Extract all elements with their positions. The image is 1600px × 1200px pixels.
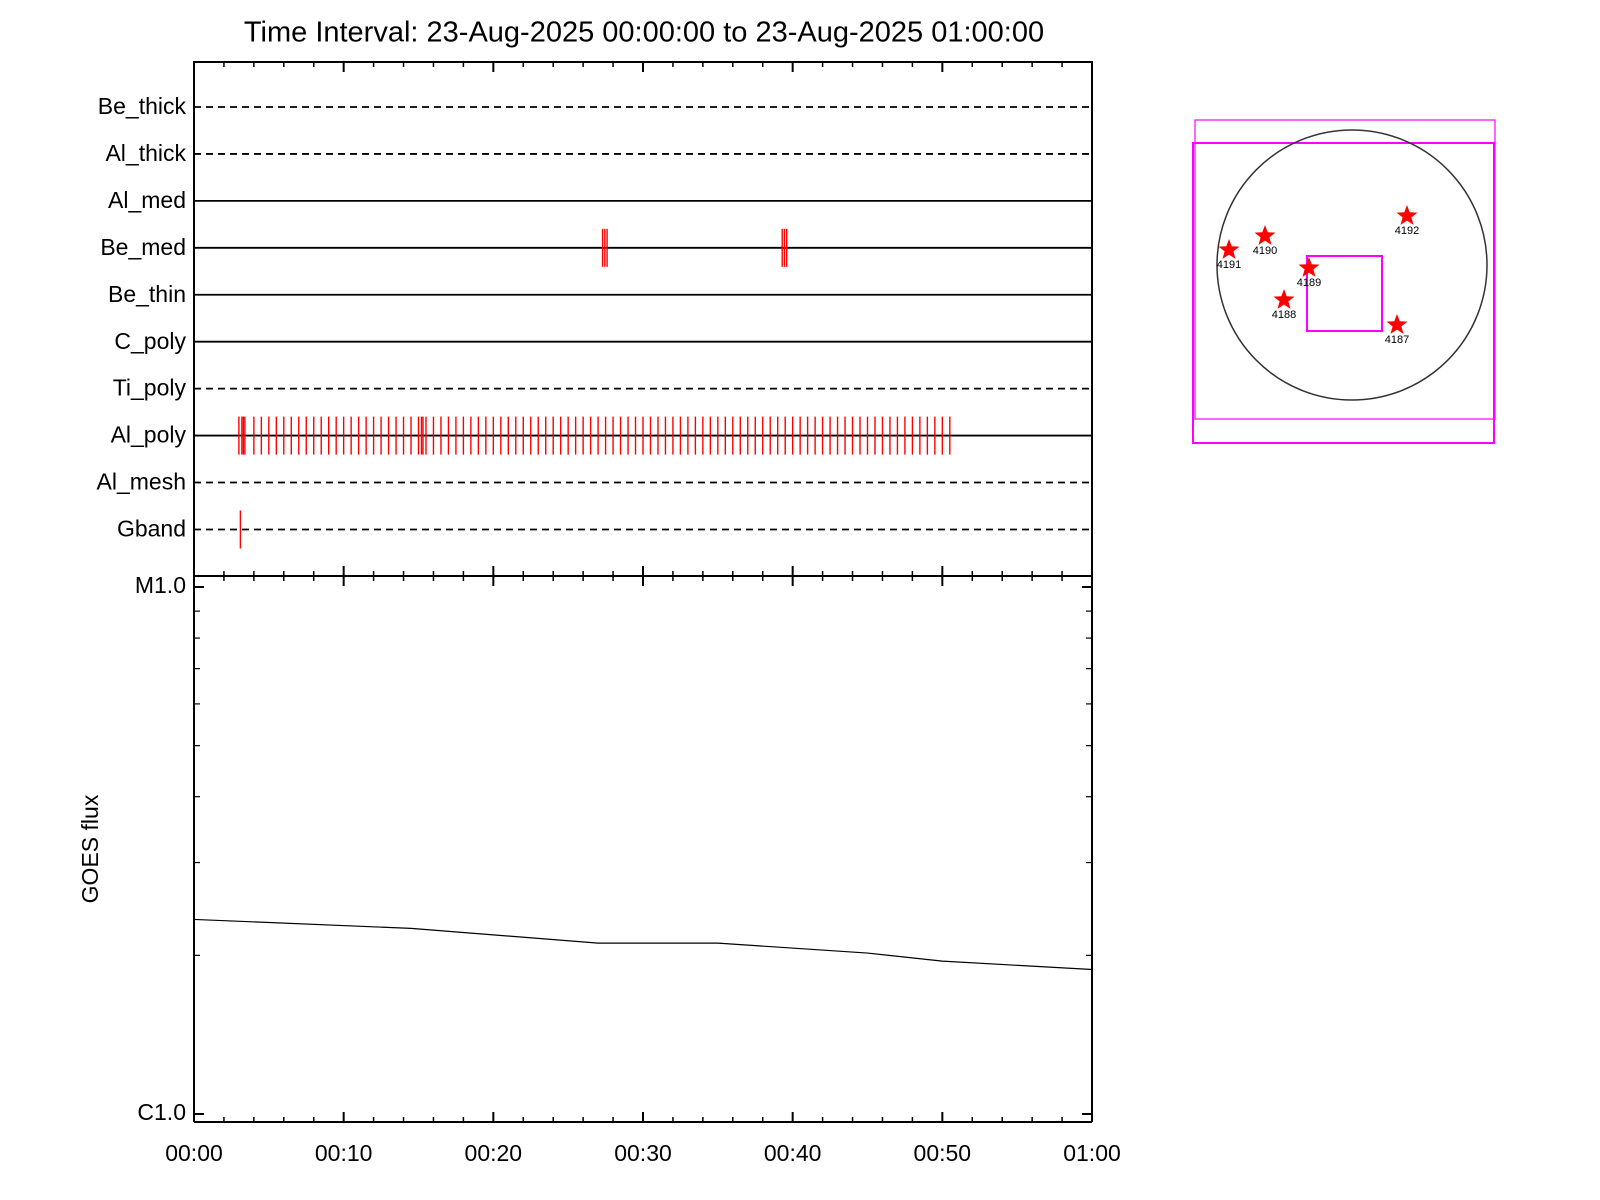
region-star xyxy=(1218,239,1240,259)
filter-label: C_poly xyxy=(114,328,186,354)
filter-label: Be_thick xyxy=(98,93,187,119)
goes-flux-line xyxy=(193,918,1093,971)
pointing-box xyxy=(1306,255,1383,332)
filter-label: Ti_poly xyxy=(113,375,187,401)
filter-label: Al_med xyxy=(108,187,186,213)
filter-label: Al_mesh xyxy=(97,469,186,495)
fov-box xyxy=(1192,142,1495,444)
solar-map xyxy=(1192,119,1496,444)
x-tick-label: 00:30 xyxy=(614,1140,672,1166)
x-tick-label: 00:00 xyxy=(165,1140,223,1166)
region-star xyxy=(1396,205,1418,225)
region-star xyxy=(1273,289,1295,309)
region-star xyxy=(1254,225,1276,245)
region-label: 4192 xyxy=(1395,225,1419,237)
filter-label: Al_thick xyxy=(105,140,186,166)
panel-frame xyxy=(193,61,1093,577)
region-label: 4189 xyxy=(1297,277,1321,289)
y-tick-label: C1.0 xyxy=(137,1099,186,1125)
filter-label: Gband xyxy=(117,516,186,542)
y-axis-label: GOES flux xyxy=(77,794,103,903)
x-tick-label: 01:00 xyxy=(1063,1140,1121,1166)
x-tick-label: 00:10 xyxy=(315,1140,373,1166)
region-label: 4191 xyxy=(1217,259,1241,271)
solar-disk xyxy=(1216,129,1488,401)
filter-label: Be_thin xyxy=(108,281,186,307)
region-label: 4190 xyxy=(1253,245,1277,257)
region-label: 4188 xyxy=(1272,309,1296,321)
x-tick-label: 00:20 xyxy=(465,1140,523,1166)
x-tick-label: 00:40 xyxy=(764,1140,822,1166)
filter-label: Be_med xyxy=(100,234,186,260)
region-label: 4187 xyxy=(1385,334,1409,346)
chart-title: Time Interval: 23-Aug-2025 00:00:00 to 2… xyxy=(244,17,1044,49)
y-tick-label: M1.0 xyxy=(135,572,186,598)
region-star xyxy=(1298,257,1320,277)
filter-label: Al_poly xyxy=(111,422,187,448)
region-star xyxy=(1386,314,1408,334)
x-tick-label: 00:50 xyxy=(914,1140,972,1166)
